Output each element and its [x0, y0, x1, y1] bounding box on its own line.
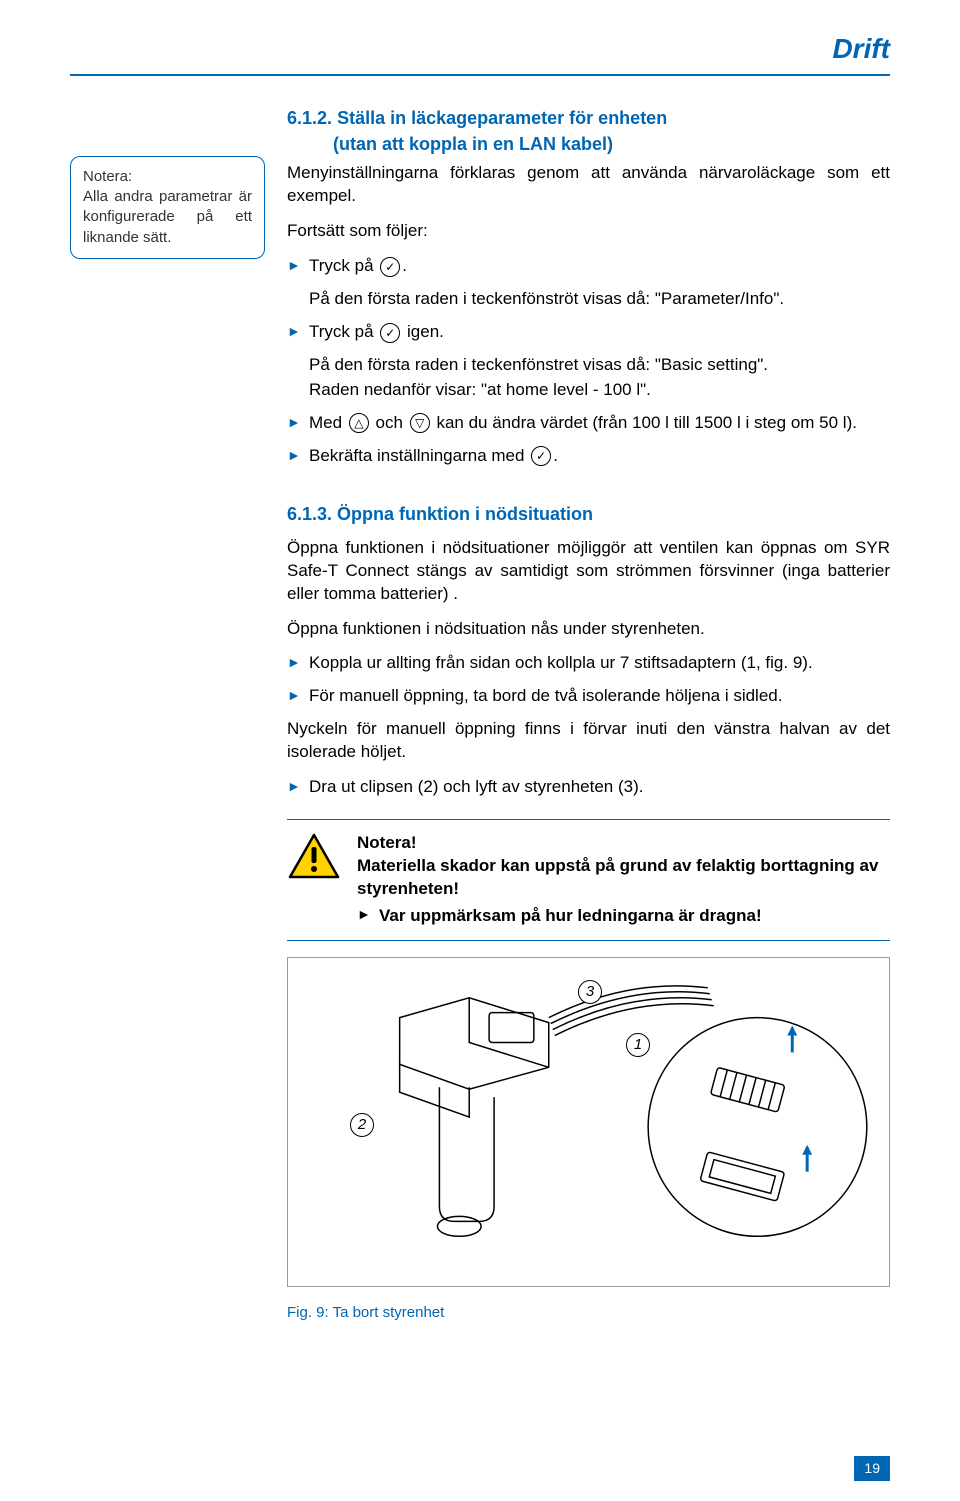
sec612-subtitle: (utan att koppla in en LAN kabel)	[333, 132, 890, 156]
sec612-intro: Menyinställningarna förklaras genom att …	[287, 162, 890, 208]
b2a: Tryck på	[309, 322, 374, 341]
check-icon: ✓	[380, 323, 400, 343]
b4: Bekräfta inställningarna med	[309, 446, 524, 465]
sec613-b1: Koppla ur allting från sidan och kollpla…	[287, 652, 890, 675]
b3b: kan du ändra värdet (från 100 l till 150…	[436, 413, 857, 432]
sec613-p3: Nyckeln för manuell öppning finns i förv…	[287, 718, 890, 764]
sec613-p2: Öppna funktionen i nödsituation nås unde…	[287, 618, 890, 641]
header-rule	[70, 74, 890, 76]
note-label: Notera:	[83, 168, 132, 185]
note-box: Notera: Alla andra parametrar är konfigu…	[70, 156, 265, 259]
check-icon: ✓	[531, 446, 551, 466]
warn-l1: Materiella skador kan uppstå på grund av…	[357, 855, 890, 901]
sec613-b2: För manuell öppning, ta bord de två isol…	[287, 685, 890, 708]
sec612-title: Ställa in läckageparameter för enheten	[337, 108, 667, 128]
page-number: 19	[854, 1456, 890, 1481]
warn-bullet: Var uppmärksam på hur ledningarna är dra…	[379, 906, 762, 925]
up-arrow-icon: △	[349, 413, 369, 433]
b2b: igen.	[407, 322, 444, 341]
b1-dot: .	[402, 256, 407, 275]
bullet-confirm: Bekräfta inställningarna med ✓.	[287, 445, 890, 468]
warn-title: Notera!	[357, 832, 890, 855]
b3a: Med	[309, 413, 342, 432]
sec612-continue: Fortsätt som följer:	[287, 220, 890, 243]
warning-icon	[287, 832, 341, 928]
figure-9: 3 1 2	[287, 957, 890, 1287]
bullet-press-1: Tryck på ✓.	[287, 255, 890, 278]
sec612-num: 6.1.2.	[287, 108, 332, 128]
warning-box: Notera! Materiella skador kan uppstå på …	[287, 819, 890, 941]
check-icon: ✓	[380, 257, 400, 277]
bullet-change-value: Med △ och ▽ kan du ändra värdet (från 10…	[287, 412, 890, 435]
note-text: Alla andra parametrar är konfigurerade p…	[83, 188, 252, 246]
line-basic-setting: På den första raden i teckenfönstret vis…	[287, 354, 890, 377]
sec613-heading: 6.1.3. Öppna funktion i nödsituation	[287, 504, 593, 524]
sec613-p1: Öppna funktionen i nödsituationer möjlig…	[287, 537, 890, 606]
bullet-press-2: Tryck på ✓ igen.	[287, 321, 890, 344]
down-arrow-icon: ▽	[410, 413, 430, 433]
device-sketch-icon	[288, 958, 889, 1286]
section-612: 6.1.2. Ställa in läckageparameter för en…	[287, 106, 890, 478]
fig-label-2: 2	[350, 1113, 374, 1137]
line-home-level: Raden nedanför visar: "at home level - 1…	[287, 379, 890, 402]
section-613: 6.1.3. Öppna funktion i nödsituation Öpp…	[287, 502, 890, 1323]
sec613-b3: Dra ut clipsen (2) och lyft av styrenhet…	[287, 776, 890, 799]
fig-label-3: 3	[578, 980, 602, 1004]
b1-text: Tryck på	[309, 256, 374, 275]
section-header: Drift	[70, 30, 890, 68]
fig-label-1: 1	[626, 1033, 650, 1057]
line-parameter-info: På den första raden i teckenfönströt vis…	[287, 288, 890, 311]
figure-caption: Fig. 9: Ta bort styrenhet	[287, 1303, 890, 1323]
b4-dot: .	[553, 446, 558, 465]
b3mid: och	[376, 413, 403, 432]
warn-rule-top	[287, 819, 890, 820]
warn-rule-bottom	[287, 940, 890, 941]
